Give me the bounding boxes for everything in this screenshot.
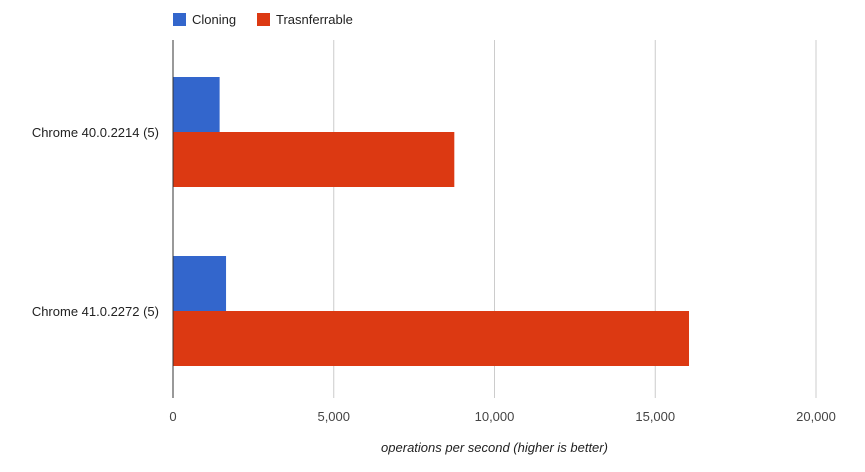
- x-tick-labels: 0 5,000 10,000 15,000 20,000: [169, 409, 836, 424]
- legend[interactable]: Cloning Trasnferrable: [173, 12, 353, 27]
- legend-label[interactable]: Trasnferrable: [276, 12, 353, 27]
- x-tick-label: 5,000: [317, 409, 350, 424]
- x-tick-label: 15,000: [635, 409, 675, 424]
- category-label: Chrome 40.0.2214 (5): [32, 125, 159, 140]
- bar-trasnferrable-1[interactable]: [173, 132, 455, 187]
- x-tick-label: 10,000: [475, 409, 515, 424]
- bar-cloning-2[interactable]: [173, 256, 227, 311]
- bar-cloning-1[interactable]: [173, 77, 220, 132]
- legend-swatch: [173, 13, 186, 26]
- category-label: Chrome 41.0.2272 (5): [32, 304, 159, 319]
- bar-trasnferrable-2[interactable]: [173, 311, 690, 366]
- category-labels: Chrome 40.0.2214 (5) Chrome 41.0.2272 (5): [32, 125, 159, 319]
- legend-swatch: [257, 13, 270, 26]
- x-tick-label: 0: [169, 409, 176, 424]
- legend-label[interactable]: Cloning: [192, 12, 236, 27]
- x-tick-label: 20,000: [796, 409, 836, 424]
- bars: [173, 77, 690, 366]
- x-axis-title: operations per second (higher is better): [381, 440, 608, 455]
